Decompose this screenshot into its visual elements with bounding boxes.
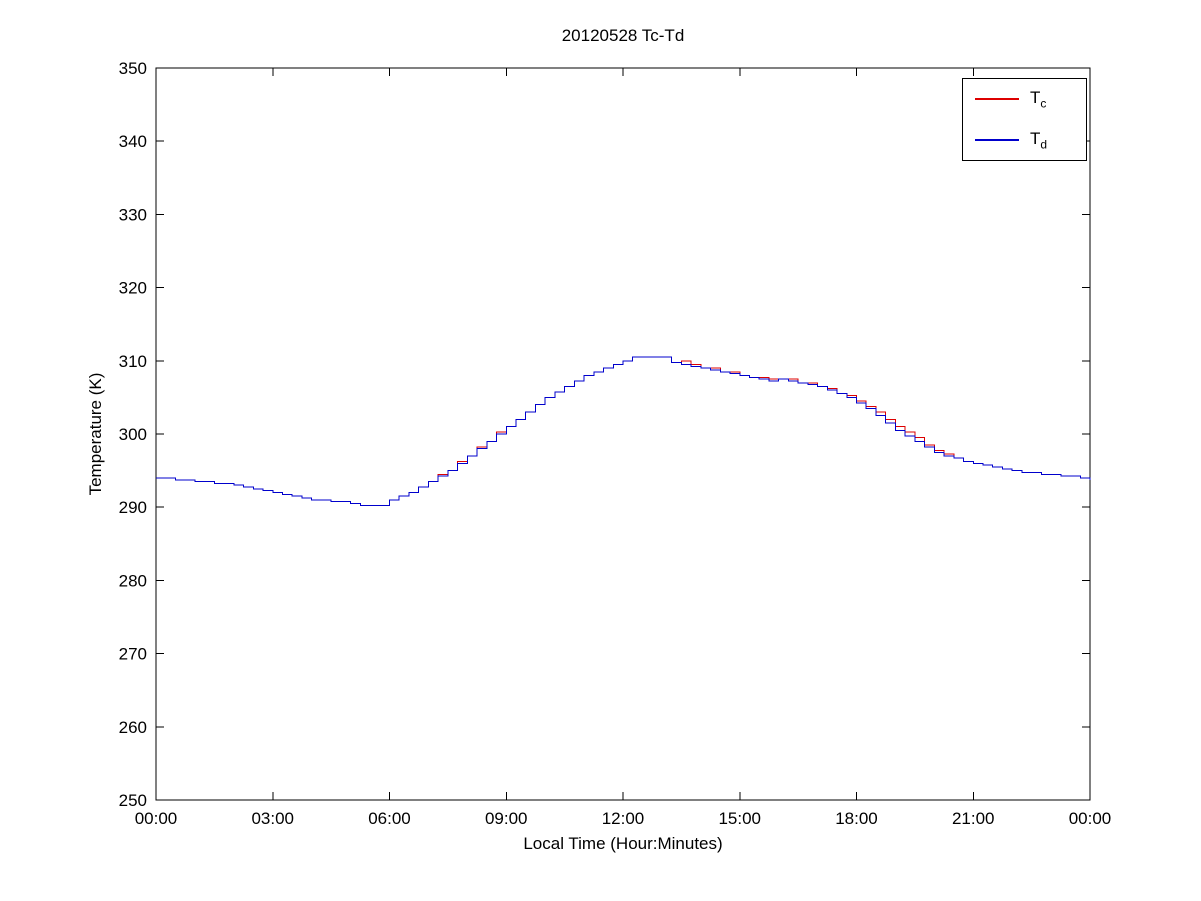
legend-label-td-main: T: [1030, 128, 1041, 148]
legend-entry-tc: Tc: [963, 89, 1086, 109]
series-line-td: [156, 356, 1091, 506]
legend-label-tc-sub: c: [1040, 96, 1047, 111]
x-tick-label: 12:00: [602, 809, 645, 828]
legend-label-td: Td: [1030, 130, 1047, 150]
x-tick-label: 06:00: [368, 809, 411, 828]
x-axis-label: Local Time (Hour:Minutes): [523, 834, 723, 853]
x-tick-label: 00:00: [135, 809, 178, 828]
x-tick-label: 15:00: [718, 809, 761, 828]
x-tick-label: 09:00: [485, 809, 528, 828]
legend-label-tc: Tc: [1030, 89, 1046, 109]
y-tick-label: 290: [119, 498, 147, 517]
y-tick-label: 310: [119, 352, 147, 371]
y-tick-label: 330: [119, 205, 147, 224]
y-tick-label: 320: [119, 279, 147, 298]
y-tick-label: 350: [119, 59, 147, 78]
legend-line-sample-tc: [975, 98, 1019, 101]
y-tick-label: 260: [119, 718, 147, 737]
y-tick-label: 250: [119, 791, 147, 810]
x-tick-label: 00:00: [1069, 809, 1112, 828]
x-tick-label: 03:00: [251, 809, 294, 828]
y-tick-label: 280: [119, 571, 147, 590]
legend-line-sample-td: [975, 138, 1019, 141]
y-tick-label: 270: [119, 645, 147, 664]
x-tick-label: 18:00: [835, 809, 878, 828]
series-line-tc: [156, 356, 1091, 506]
x-tick-label: 21:00: [952, 809, 995, 828]
legend-label-tc-main: T: [1030, 88, 1041, 108]
legend-entry-td: Td: [963, 130, 1086, 150]
axes-box: [155, 67, 1091, 801]
y-tick-label: 340: [119, 132, 147, 151]
y-axis-label: Temperature (K): [86, 372, 105, 496]
chart-title: 20120528 Tc-Td: [561, 26, 685, 45]
legend-box: Tc Td: [962, 78, 1087, 161]
y-tick-label: 300: [119, 425, 147, 444]
legend-label-td-sub: d: [1040, 136, 1048, 151]
